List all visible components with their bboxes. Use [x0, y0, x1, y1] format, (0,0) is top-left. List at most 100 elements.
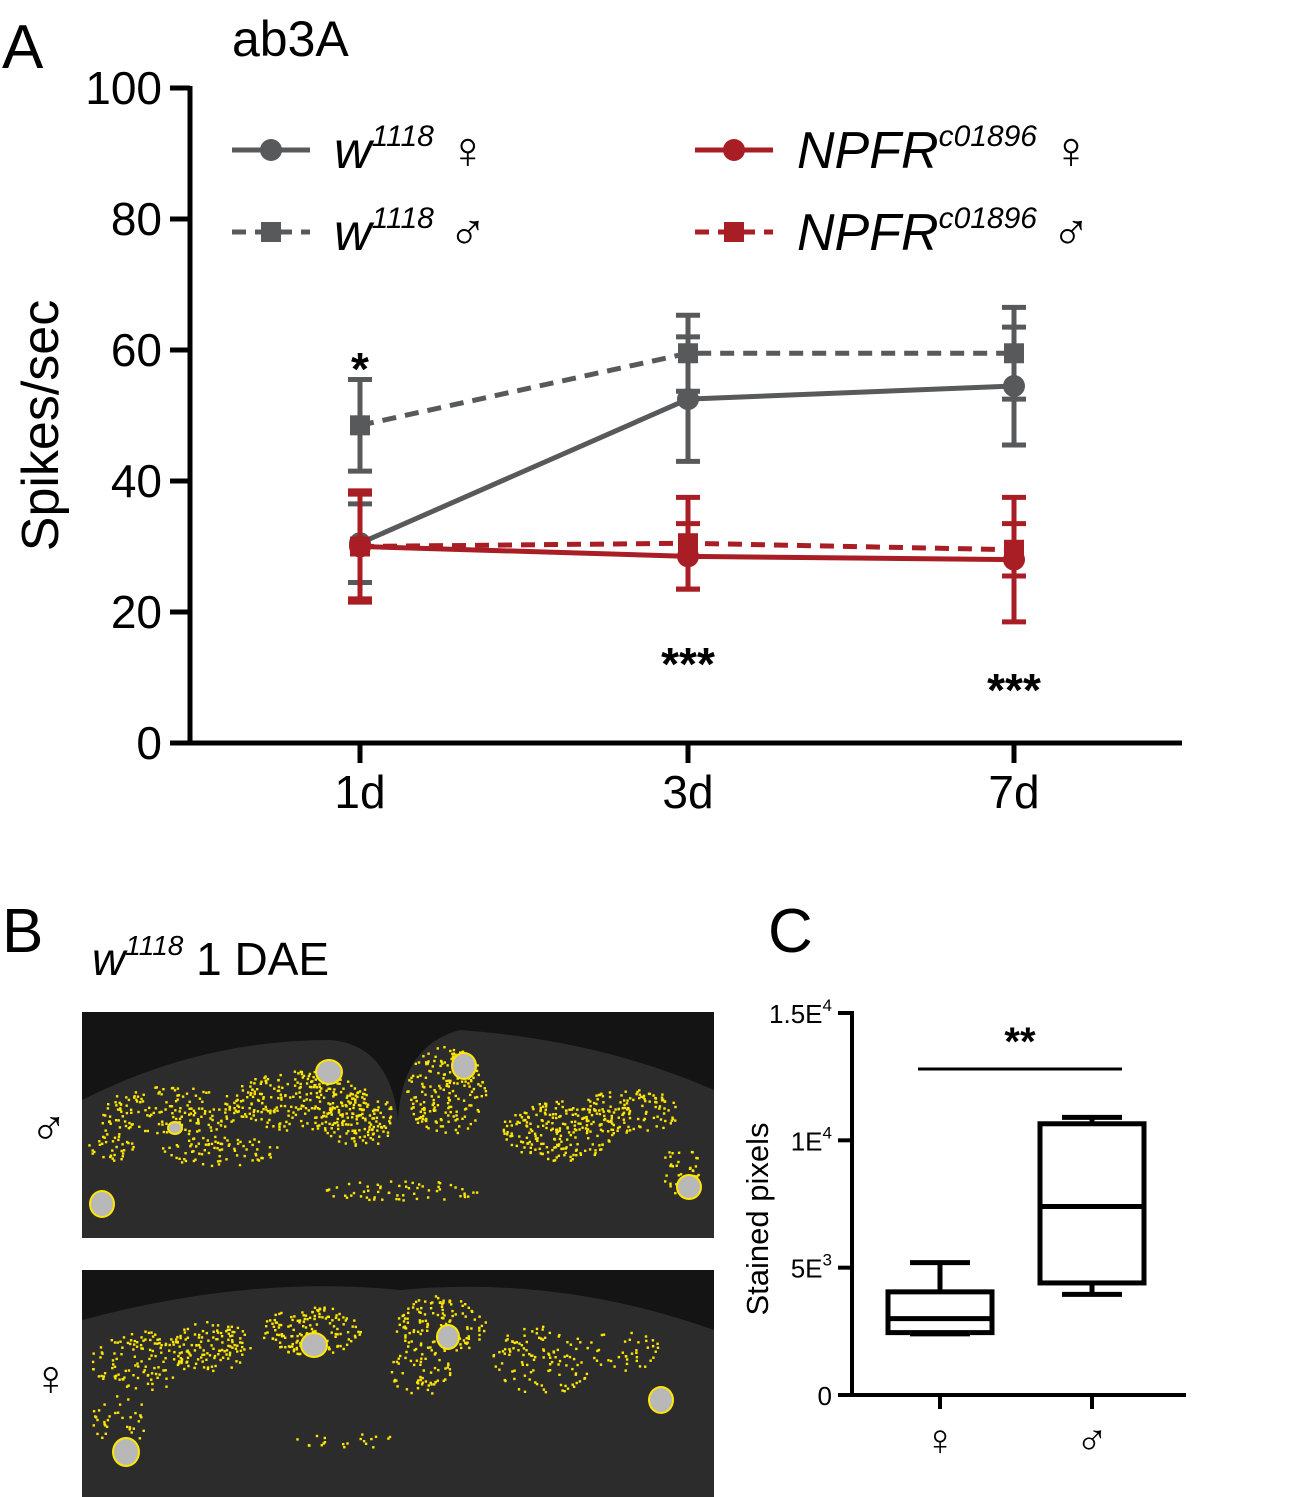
stain-dot	[142, 1093, 145, 1096]
stain-dot	[375, 1116, 379, 1119]
stain-dot	[323, 1309, 326, 1312]
stain-dot	[275, 1106, 278, 1109]
stain-dot	[554, 1107, 558, 1110]
stain-dot	[108, 1415, 111, 1418]
stain-dot	[416, 1121, 420, 1124]
stain-dot	[189, 1354, 192, 1357]
stain-dot	[325, 1089, 328, 1092]
stain-dot	[120, 1353, 123, 1356]
stain-dot	[337, 1140, 341, 1143]
stain-dot	[656, 1346, 660, 1349]
stain-dot	[216, 1324, 220, 1327]
stain-dot	[550, 1360, 554, 1364]
stain-dot	[442, 1301, 445, 1304]
stain-dot	[432, 1312, 435, 1315]
stain-dot	[134, 1411, 137, 1415]
stain-dot	[146, 1374, 149, 1377]
stain-dot	[92, 1424, 95, 1427]
stain-dot	[361, 1139, 365, 1142]
stain-dot	[139, 1414, 142, 1417]
stain-dot	[98, 1143, 102, 1146]
stain-dot	[130, 1333, 134, 1336]
stain-dot	[561, 1122, 565, 1125]
stain-dot	[419, 1116, 423, 1119]
stain-dot	[642, 1118, 646, 1122]
stain-dot	[354, 1099, 357, 1102]
stain-dot	[409, 1359, 413, 1363]
stain-dot	[446, 1064, 449, 1067]
stain-dot	[433, 1366, 437, 1370]
stain-dot	[357, 1330, 360, 1334]
stain-dot	[520, 1140, 523, 1143]
stain-dot	[502, 1130, 506, 1133]
stain-dot	[116, 1411, 120, 1414]
stain-dot	[163, 1150, 167, 1153]
stain-dot	[269, 1319, 272, 1322]
stain-dot	[448, 1091, 451, 1095]
stain-dot	[190, 1107, 193, 1110]
stain-dot	[407, 1345, 410, 1348]
stain-dot	[180, 1161, 184, 1164]
stain-dot	[214, 1135, 217, 1139]
stain-dot	[125, 1140, 129, 1144]
stain-dot	[426, 1388, 430, 1392]
stain-dot	[433, 1089, 436, 1092]
stain-dot	[556, 1143, 559, 1147]
stain-dot	[467, 1195, 470, 1198]
stain-dot	[477, 1083, 480, 1086]
stain-dot	[243, 1348, 246, 1351]
stain-dot	[433, 1106, 436, 1109]
stain-dot	[351, 1093, 354, 1096]
stain-dot	[402, 1320, 406, 1323]
stain-dot	[447, 1114, 450, 1117]
stain-dot	[411, 1306, 415, 1309]
stain-dot	[417, 1379, 420, 1382]
stain-dot	[210, 1365, 214, 1368]
panel-b-letter: B	[2, 897, 43, 966]
stain-dot	[571, 1367, 574, 1371]
stain-dot	[229, 1335, 232, 1338]
stain-dot	[461, 1188, 464, 1191]
stain-dot	[525, 1349, 528, 1352]
stain-dot	[462, 1339, 466, 1342]
stain-dot	[171, 1112, 174, 1115]
stain-dot	[520, 1361, 524, 1364]
panel-b-caption-sup: 1118	[125, 930, 184, 961]
stain-dot	[346, 1116, 349, 1119]
stain-dot	[289, 1324, 292, 1327]
stain-dot	[313, 1084, 316, 1087]
stain-dot	[583, 1116, 586, 1120]
stain-dot	[536, 1125, 540, 1128]
stain-dot	[586, 1130, 589, 1133]
stain-dot	[101, 1122, 104, 1125]
stain-dot	[442, 1317, 445, 1320]
stain-dot	[463, 1108, 467, 1111]
stain-dot	[368, 1114, 372, 1117]
stain-dot	[176, 1363, 180, 1367]
stain-dot	[188, 1113, 191, 1116]
stain-dot	[140, 1416, 143, 1419]
stain-dot	[679, 1173, 683, 1176]
stain-dot	[566, 1341, 569, 1344]
stain-dot	[214, 1140, 217, 1143]
stain-dot	[332, 1325, 336, 1328]
stain-dot	[236, 1326, 240, 1330]
panel-b-row-label-male: ♂	[30, 1100, 68, 1156]
stain-dot	[285, 1120, 288, 1124]
stain-dot	[554, 1356, 557, 1359]
stain-dot	[177, 1354, 180, 1358]
stain-dot	[354, 1101, 357, 1104]
stain-dot	[347, 1100, 350, 1103]
stain-dot	[243, 1333, 246, 1336]
stain-dot	[331, 1123, 334, 1126]
stain-dot	[454, 1186, 457, 1189]
stain-dot	[599, 1128, 603, 1131]
stain-dot	[102, 1113, 105, 1117]
stain-dot	[531, 1129, 534, 1133]
stain-dot	[529, 1128, 533, 1131]
stain-dot	[294, 1078, 297, 1081]
stain-dot	[307, 1109, 310, 1112]
stain-dot	[437, 1185, 440, 1189]
stain-dot	[194, 1158, 197, 1161]
stain-dot	[524, 1118, 527, 1122]
